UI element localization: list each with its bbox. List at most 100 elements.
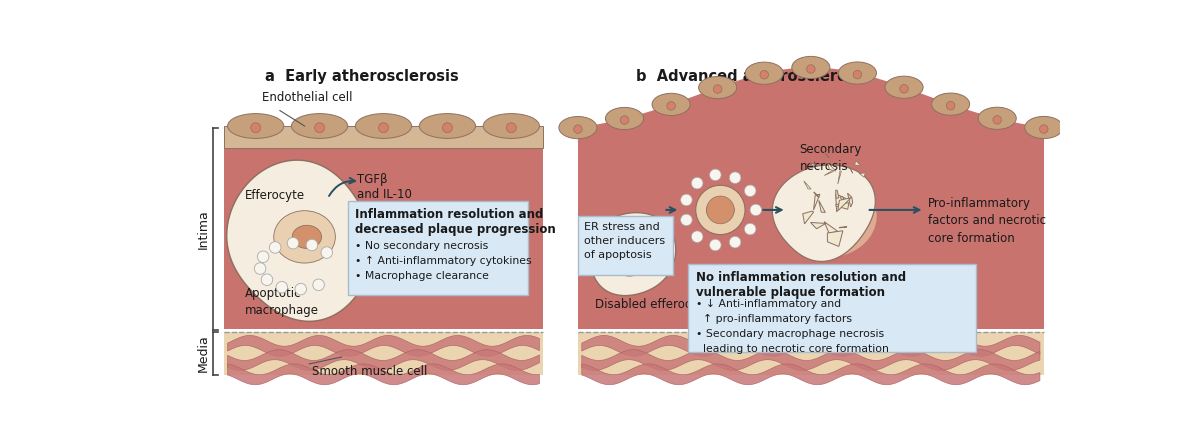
FancyBboxPatch shape [347, 201, 528, 295]
Polygon shape [814, 192, 818, 198]
Circle shape [730, 172, 740, 184]
Polygon shape [836, 190, 839, 198]
Text: Secondary
necrosis: Secondary necrosis [800, 143, 862, 173]
Ellipse shape [611, 244, 648, 276]
Polygon shape [824, 170, 834, 175]
Polygon shape [836, 194, 846, 212]
Circle shape [744, 185, 756, 197]
Text: Media: Media [197, 335, 210, 372]
Polygon shape [228, 350, 540, 371]
Ellipse shape [483, 114, 540, 138]
Text: Pro-inflammatory
factors and necrotic
core formation: Pro-inflammatory factors and necrotic co… [928, 197, 1046, 245]
Ellipse shape [620, 252, 640, 268]
Bar [223, 135, 543, 329]
Polygon shape [804, 181, 811, 189]
Text: Smooth muscle cell: Smooth muscle cell [312, 365, 428, 378]
Ellipse shape [978, 107, 1016, 129]
Circle shape [710, 239, 722, 251]
Polygon shape [582, 364, 1040, 385]
Circle shape [443, 123, 452, 133]
Ellipse shape [1025, 116, 1063, 138]
Circle shape [761, 70, 769, 79]
Circle shape [254, 263, 266, 274]
Circle shape [744, 224, 756, 235]
Ellipse shape [839, 62, 876, 84]
Circle shape [900, 85, 908, 93]
Circle shape [807, 65, 815, 73]
Polygon shape [848, 193, 853, 207]
Circle shape [257, 251, 269, 263]
Circle shape [730, 237, 740, 248]
Polygon shape [840, 227, 847, 228]
Circle shape [306, 239, 318, 251]
Polygon shape [818, 201, 826, 212]
Polygon shape [589, 213, 676, 296]
Circle shape [691, 231, 703, 243]
Circle shape [946, 102, 955, 110]
Circle shape [620, 116, 628, 124]
Ellipse shape [292, 114, 347, 138]
Text: b  Advanced atherosclerosis: b Advanced atherosclerosis [635, 69, 869, 84]
Polygon shape [828, 231, 843, 247]
Ellipse shape [419, 114, 476, 138]
Ellipse shape [559, 116, 596, 139]
Circle shape [993, 115, 1001, 124]
Circle shape [680, 194, 692, 206]
Polygon shape [228, 335, 540, 356]
Circle shape [379, 123, 389, 133]
Circle shape [853, 70, 862, 79]
Circle shape [691, 178, 703, 189]
FancyBboxPatch shape [578, 216, 673, 275]
Circle shape [706, 196, 735, 224]
Text: • No secondary necrosis
• ↑ Anti-inflammatory cytokines
• Macrophage clearance: • No secondary necrosis • ↑ Anti-inflamm… [355, 241, 531, 281]
Circle shape [1039, 125, 1048, 133]
FancyBboxPatch shape [689, 264, 976, 352]
Polygon shape [810, 164, 816, 166]
Circle shape [713, 85, 722, 93]
Bar [223, 126, 543, 148]
Polygon shape [828, 163, 836, 171]
Polygon shape [824, 151, 829, 158]
Text: Endothelial cell: Endothelial cell [262, 91, 353, 104]
Ellipse shape [699, 76, 737, 99]
Circle shape [680, 214, 692, 226]
Circle shape [667, 102, 676, 110]
Polygon shape [839, 197, 852, 210]
Polygon shape [840, 197, 847, 207]
Circle shape [313, 279, 325, 291]
Ellipse shape [932, 93, 970, 115]
Polygon shape [772, 165, 875, 261]
Polygon shape [578, 67, 1044, 143]
Polygon shape [855, 161, 861, 165]
Circle shape [710, 169, 722, 181]
Circle shape [321, 247, 333, 258]
Circle shape [261, 274, 273, 286]
Text: TGFβ
and IL-10: TGFβ and IL-10 [357, 173, 412, 201]
Circle shape [295, 283, 307, 295]
Polygon shape [849, 167, 853, 173]
Circle shape [314, 123, 325, 133]
Ellipse shape [706, 198, 735, 221]
Polygon shape [814, 194, 820, 210]
Circle shape [750, 204, 762, 216]
Text: Inflammation resolution and
decreased plaque progression: Inflammation resolution and decreased pl… [355, 207, 556, 236]
Text: Disabled efferocyte: Disabled efferocyte [595, 299, 710, 312]
Ellipse shape [791, 56, 830, 79]
Ellipse shape [606, 108, 644, 130]
Ellipse shape [745, 62, 783, 84]
Text: Apoptotic
macrophage: Apoptotic macrophage [244, 287, 319, 317]
Polygon shape [824, 222, 837, 233]
Bar [578, 332, 1044, 375]
Polygon shape [227, 160, 373, 321]
Ellipse shape [777, 174, 876, 258]
Text: No inflammation resolution and
vulnerable plaque formation: No inflammation resolution and vulnerabl… [696, 271, 906, 299]
Ellipse shape [292, 225, 321, 248]
Polygon shape [837, 171, 841, 184]
Polygon shape [803, 211, 814, 224]
Circle shape [696, 185, 745, 234]
Circle shape [269, 242, 281, 253]
Circle shape [507, 123, 516, 133]
Ellipse shape [652, 93, 690, 115]
Ellipse shape [274, 210, 335, 263]
Text: Efferocyte: Efferocyte [244, 189, 305, 202]
